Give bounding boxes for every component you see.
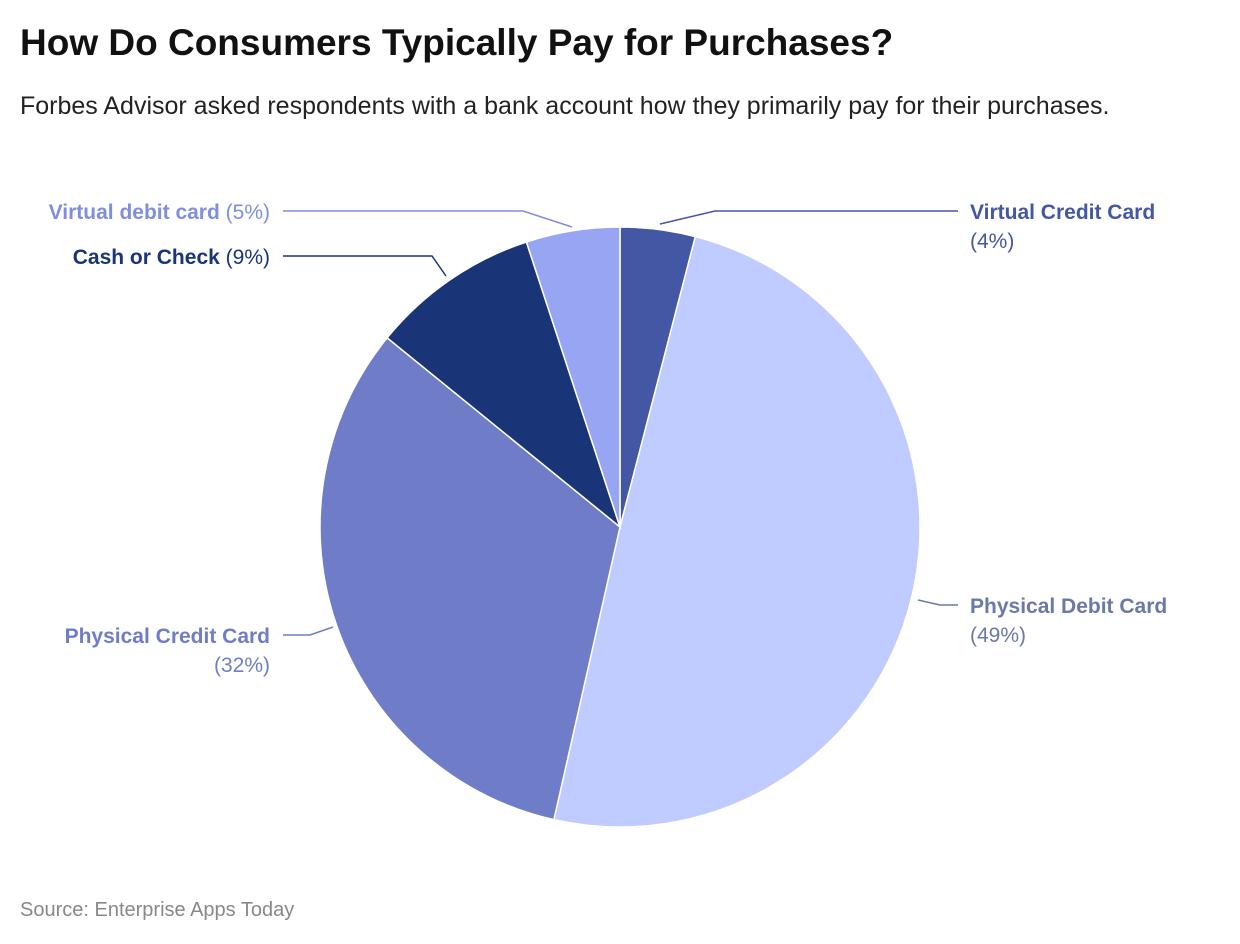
chart-title: How Do Consumers Typically Pay for Purch…	[20, 22, 894, 63]
pie-slice-physical-credit-card	[319, 336, 621, 821]
leader-line	[283, 255, 447, 277]
slice-name: Cash or Check	[73, 246, 220, 269]
source-note: Source: Enterprise Apps Today	[20, 899, 295, 921]
slice-name: Physical Credit Card	[65, 625, 270, 648]
slice-name: Virtual debit card	[49, 201, 220, 224]
slice-value: (9%)	[220, 246, 270, 269]
pie-slice-cash-or-check	[386, 241, 622, 530]
chart-subtitle: Forbes Advisor asked respondents with a …	[20, 92, 1110, 120]
slice-value: (32%)	[214, 654, 270, 677]
slice-name: Physical Debit Card	[970, 595, 1167, 618]
slice-label: Physical Debit Card (49%)	[970, 595, 1167, 647]
slice-label: Virtual debit card (5%)	[49, 201, 270, 224]
leader-line	[659, 210, 958, 225]
slice-value: (49%)	[970, 624, 1026, 647]
pie-slice-physical-debit-card	[553, 235, 921, 828]
slice-label: Physical Credit Card (32%)	[65, 625, 270, 677]
pie-slice-virtual-debit-card	[525, 226, 621, 528]
leader-line	[283, 210, 573, 228]
slice-value: (4%)	[970, 230, 1014, 253]
slice-label: Virtual Credit Card (4%)	[970, 201, 1155, 253]
slice-value: (5%)	[220, 201, 270, 224]
leader-line	[917, 599, 958, 606]
slice-name: Virtual Credit Card	[970, 201, 1155, 224]
slice-label: Cash or Check (9%)	[73, 246, 270, 269]
leader-line	[283, 626, 334, 636]
